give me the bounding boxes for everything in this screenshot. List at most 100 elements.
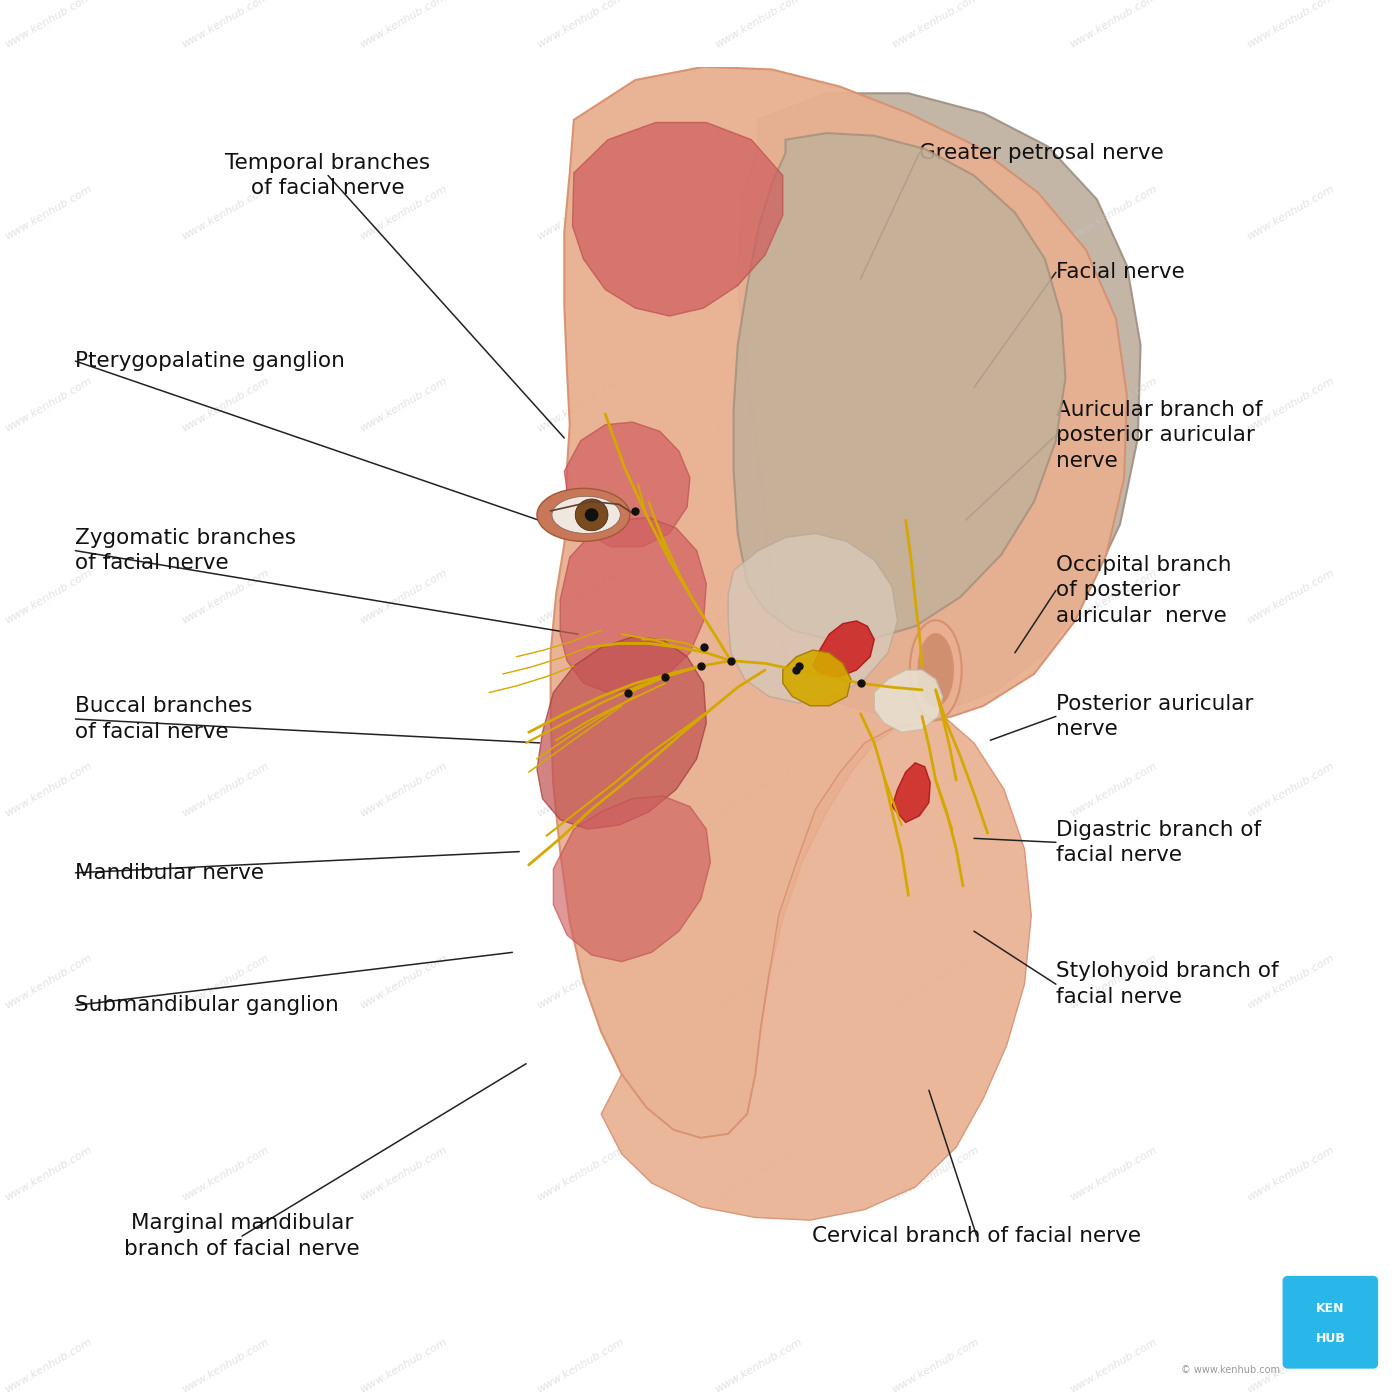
Ellipse shape [538, 489, 630, 542]
Ellipse shape [910, 620, 962, 720]
Polygon shape [553, 797, 710, 962]
Text: Facial nerve: Facial nerve [1056, 262, 1184, 283]
Text: Digastric branch of
facial nerve: Digastric branch of facial nerve [1056, 819, 1261, 865]
Text: Auricular branch of
posterior auricular
nerve: Auricular branch of posterior auricular … [1056, 400, 1263, 470]
Text: www.kenhub.com: www.kenhub.com [890, 375, 981, 434]
Text: www.kenhub.com: www.kenhub.com [890, 568, 981, 626]
Text: www.kenhub.com: www.kenhub.com [1246, 1337, 1336, 1394]
Text: Pterygopalatine ganglion: Pterygopalatine ganglion [76, 351, 346, 371]
Text: Posterior auricular
nerve: Posterior auricular nerve [1056, 693, 1253, 739]
Text: www.kenhub.com: www.kenhub.com [181, 0, 272, 49]
Text: www.kenhub.com: www.kenhub.com [3, 568, 94, 626]
Text: www.kenhub.com: www.kenhub.com [535, 568, 626, 626]
Text: www.kenhub.com: www.kenhub.com [358, 375, 448, 434]
Text: www.kenhub.com: www.kenhub.com [3, 952, 94, 1011]
Text: www.kenhub.com: www.kenhub.com [181, 1145, 272, 1203]
Text: www.kenhub.com: www.kenhub.com [713, 760, 804, 819]
Polygon shape [728, 533, 897, 703]
Polygon shape [783, 650, 851, 706]
Text: www.kenhub.com: www.kenhub.com [358, 568, 448, 626]
Text: Zygomatic branches
of facial nerve: Zygomatic branches of facial nerve [76, 528, 297, 574]
Text: www.kenhub.com: www.kenhub.com [3, 760, 94, 819]
Text: Submandibular ganglion: Submandibular ganglion [76, 995, 339, 1015]
Text: www.kenhub.com: www.kenhub.com [535, 1145, 626, 1203]
Text: www.kenhub.com: www.kenhub.com [1246, 183, 1336, 242]
Text: www.kenhub.com: www.kenhub.com [535, 952, 626, 1011]
Text: www.kenhub.com: www.kenhub.com [1246, 568, 1336, 626]
Polygon shape [550, 67, 1127, 1138]
Text: www.kenhub.com: www.kenhub.com [890, 952, 981, 1011]
Text: www.kenhub.com: www.kenhub.com [535, 375, 626, 434]
Text: Mandibular nerve: Mandibular nerve [76, 862, 265, 883]
Text: www.kenhub.com: www.kenhub.com [358, 183, 448, 242]
Circle shape [575, 498, 608, 531]
Text: www.kenhub.com: www.kenhub.com [1246, 952, 1336, 1011]
Text: www.kenhub.com: www.kenhub.com [181, 183, 272, 242]
Polygon shape [601, 720, 1032, 1221]
Text: www.kenhub.com: www.kenhub.com [3, 1145, 94, 1203]
Text: www.kenhub.com: www.kenhub.com [1246, 760, 1336, 819]
Text: www.kenhub.com: www.kenhub.com [713, 1145, 804, 1203]
Text: www.kenhub.com: www.kenhub.com [358, 1145, 448, 1203]
Text: Stylohyoid branch of
facial nerve: Stylohyoid branch of facial nerve [1056, 962, 1278, 1007]
Text: www.kenhub.com: www.kenhub.com [1068, 183, 1159, 242]
Text: Temporal branches
of facial nerve: Temporal branches of facial nerve [225, 153, 431, 199]
Text: www.kenhub.com: www.kenhub.com [535, 760, 626, 819]
Text: www.kenhub.com: www.kenhub.com [535, 1337, 626, 1394]
Text: KEN: KEN [1316, 1302, 1344, 1316]
Text: www.kenhub.com: www.kenhub.com [890, 0, 981, 49]
FancyBboxPatch shape [1282, 1275, 1378, 1369]
Text: www.kenhub.com: www.kenhub.com [713, 0, 804, 49]
Text: www.kenhub.com: www.kenhub.com [1068, 0, 1159, 49]
Text: www.kenhub.com: www.kenhub.com [3, 1337, 94, 1394]
Text: www.kenhub.com: www.kenhub.com [890, 1337, 981, 1394]
Text: www.kenhub.com: www.kenhub.com [3, 0, 94, 49]
Text: www.kenhub.com: www.kenhub.com [181, 568, 272, 626]
Text: www.kenhub.com: www.kenhub.com [1068, 760, 1159, 819]
Text: www.kenhub.com: www.kenhub.com [890, 760, 981, 819]
Text: www.kenhub.com: www.kenhub.com [535, 183, 626, 242]
Text: www.kenhub.com: www.kenhub.com [1246, 0, 1336, 49]
Polygon shape [560, 518, 707, 693]
Text: Greater petrosal nerve: Greater petrosal nerve [920, 143, 1163, 162]
Text: Cervical branch of facial nerve: Cervical branch of facial nerve [812, 1226, 1141, 1246]
Text: www.kenhub.com: www.kenhub.com [358, 952, 448, 1011]
Text: www.kenhub.com: www.kenhub.com [890, 1145, 981, 1203]
Text: www.kenhub.com: www.kenhub.com [1068, 568, 1159, 626]
Text: www.kenhub.com: www.kenhub.com [1068, 1337, 1159, 1394]
Text: HUB: HUB [1316, 1331, 1345, 1344]
Text: www.kenhub.com: www.kenhub.com [358, 1337, 448, 1394]
Text: © www.kenhub.com: © www.kenhub.com [1180, 1365, 1280, 1375]
Text: Buccal branches
of facial nerve: Buccal branches of facial nerve [76, 696, 253, 742]
Polygon shape [734, 133, 1065, 640]
Polygon shape [573, 122, 783, 316]
Polygon shape [564, 421, 690, 546]
Text: Marginal mandibular
branch of facial nerve: Marginal mandibular branch of facial ner… [125, 1214, 360, 1259]
Ellipse shape [552, 497, 620, 533]
Text: www.kenhub.com: www.kenhub.com [1246, 375, 1336, 434]
Text: www.kenhub.com: www.kenhub.com [713, 183, 804, 242]
Polygon shape [813, 622, 874, 676]
Circle shape [585, 508, 598, 522]
Text: Occipital branch
of posterior
auricular  nerve: Occipital branch of posterior auricular … [1056, 554, 1232, 626]
Text: www.kenhub.com: www.kenhub.com [713, 1337, 804, 1394]
Polygon shape [892, 763, 930, 822]
Text: www.kenhub.com: www.kenhub.com [1068, 375, 1159, 434]
Text: www.kenhub.com: www.kenhub.com [3, 375, 94, 434]
Polygon shape [538, 637, 707, 829]
Ellipse shape [918, 634, 953, 707]
Text: www.kenhub.com: www.kenhub.com [713, 952, 804, 1011]
Polygon shape [874, 671, 942, 732]
Text: www.kenhub.com: www.kenhub.com [181, 760, 272, 819]
Text: www.kenhub.com: www.kenhub.com [3, 183, 94, 242]
Text: www.kenhub.com: www.kenhub.com [1068, 1145, 1159, 1203]
Text: www.kenhub.com: www.kenhub.com [713, 375, 804, 434]
Text: www.kenhub.com: www.kenhub.com [358, 760, 448, 819]
Text: www.kenhub.com: www.kenhub.com [713, 568, 804, 626]
Text: www.kenhub.com: www.kenhub.com [181, 952, 272, 1011]
Polygon shape [738, 94, 1141, 717]
Text: www.kenhub.com: www.kenhub.com [358, 0, 448, 49]
Text: www.kenhub.com: www.kenhub.com [535, 0, 626, 49]
Text: www.kenhub.com: www.kenhub.com [890, 183, 981, 242]
Text: www.kenhub.com: www.kenhub.com [181, 1337, 272, 1394]
